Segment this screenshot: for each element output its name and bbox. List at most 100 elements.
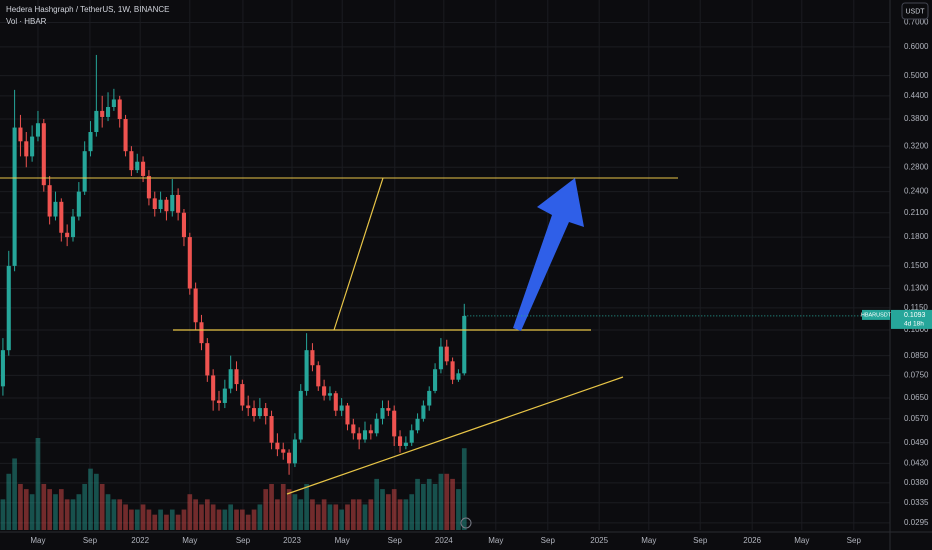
candle-body <box>368 430 373 434</box>
drawings <box>0 177 678 495</box>
volume-bar <box>199 504 204 530</box>
volume-bar <box>111 499 117 530</box>
measure-line <box>333 177 384 331</box>
candle-body <box>164 199 169 212</box>
candle-body <box>281 449 286 453</box>
candle-body <box>30 136 35 157</box>
y-tick-label: 0.0430 <box>904 458 929 467</box>
volume-bar <box>94 473 99 530</box>
volume-bar <box>269 484 274 530</box>
candle-body <box>222 388 227 403</box>
x-tick-label: May <box>30 536 45 545</box>
volume-bar <box>298 499 304 530</box>
volume-bar <box>169 509 175 530</box>
volume-bar <box>47 489 52 530</box>
candle-body <box>415 418 420 431</box>
volume-bar <box>280 484 286 530</box>
x-tick-label: May <box>182 536 197 545</box>
x-tick-label: 2023 <box>283 536 301 545</box>
volume-bar <box>456 489 461 530</box>
candle-body <box>251 408 257 417</box>
volume-bar <box>164 514 169 530</box>
candle-body <box>117 99 122 120</box>
trend-line <box>286 376 624 495</box>
volume-bar <box>432 484 438 530</box>
volume-layer <box>0 438 467 530</box>
volume-bar <box>333 504 339 530</box>
volume-bar <box>257 504 263 530</box>
volume-bar <box>82 484 88 530</box>
candle-body <box>129 151 134 171</box>
volume-bar <box>339 509 344 530</box>
candle-body <box>41 123 46 186</box>
y-tick-label: 0.1800 <box>904 232 929 241</box>
volume-bar <box>53 494 58 530</box>
y-tick-label: 0.5000 <box>904 71 929 80</box>
candle-body <box>12 127 17 266</box>
volume-bar <box>397 499 403 530</box>
volume-bar <box>321 499 327 530</box>
y-tick-label: 0.0570 <box>904 414 929 423</box>
y-tick-label: 0.3200 <box>904 141 929 150</box>
candle-body <box>59 201 64 233</box>
candle-body <box>205 343 210 376</box>
volume-bar <box>187 494 193 530</box>
symbol-tag <box>862 309 890 320</box>
volume-bar <box>117 499 123 530</box>
candle-body <box>211 375 216 401</box>
candle-body <box>374 418 379 434</box>
y-tick-label: 0.0380 <box>904 478 929 487</box>
volume-bar <box>134 509 140 530</box>
candle-body <box>234 369 239 385</box>
x-tick-label: Sep <box>847 536 862 545</box>
volume-bar <box>6 473 12 530</box>
volume-bar <box>403 499 409 530</box>
x-tick-label: 2022 <box>131 536 149 545</box>
candle-body <box>82 151 87 192</box>
candle-body <box>444 346 449 362</box>
candle-body <box>403 442 408 446</box>
currency-label[interactable]: USDT <box>905 8 925 15</box>
volume-bar <box>461 448 467 530</box>
volume-bar <box>12 458 17 530</box>
y-tick-label: 0.4400 <box>904 91 929 100</box>
volume-bar <box>216 509 222 530</box>
candle-body <box>65 232 70 238</box>
candle-body <box>316 365 321 387</box>
candle-body <box>181 212 187 238</box>
volume-bar <box>228 504 234 530</box>
candle-body <box>292 439 297 464</box>
currency-button[interactable] <box>901 2 929 20</box>
candle-body <box>18 127 23 142</box>
candle-body <box>386 408 391 411</box>
volume-bar <box>415 478 420 530</box>
volume-bar <box>450 478 455 530</box>
x-tick-label: May <box>488 536 503 545</box>
volume-bar <box>76 494 82 530</box>
candle-body <box>141 161 146 176</box>
x-tick-label: Sep <box>236 536 251 545</box>
candle-body <box>246 405 251 409</box>
y-tick-label: 0.1300 <box>904 284 929 293</box>
volume-bar <box>315 504 321 530</box>
volume-bar <box>310 499 315 530</box>
candle-body <box>310 350 315 366</box>
y-tick-label: 0.2400 <box>904 187 929 196</box>
volume-label: Vol · HBAR <box>6 17 47 26</box>
candle-body <box>263 408 268 417</box>
x-tick-label: May <box>335 536 350 545</box>
volume-bar <box>251 509 257 530</box>
y-tick-label: 0.3800 <box>904 114 929 123</box>
last-price-label: 0.1093 <box>904 312 926 319</box>
volume-bar <box>234 509 239 530</box>
y-tick-label: 0.0335 <box>904 498 929 507</box>
volume-bar <box>292 494 298 530</box>
volume-bar <box>204 499 210 530</box>
countdown-label: 4d 18h <box>904 321 924 328</box>
volume-bar <box>286 489 292 530</box>
volume-bar <box>263 489 269 530</box>
candle-body <box>392 410 397 437</box>
replay-icon[interactable] <box>460 517 472 529</box>
candle-body <box>339 405 344 411</box>
